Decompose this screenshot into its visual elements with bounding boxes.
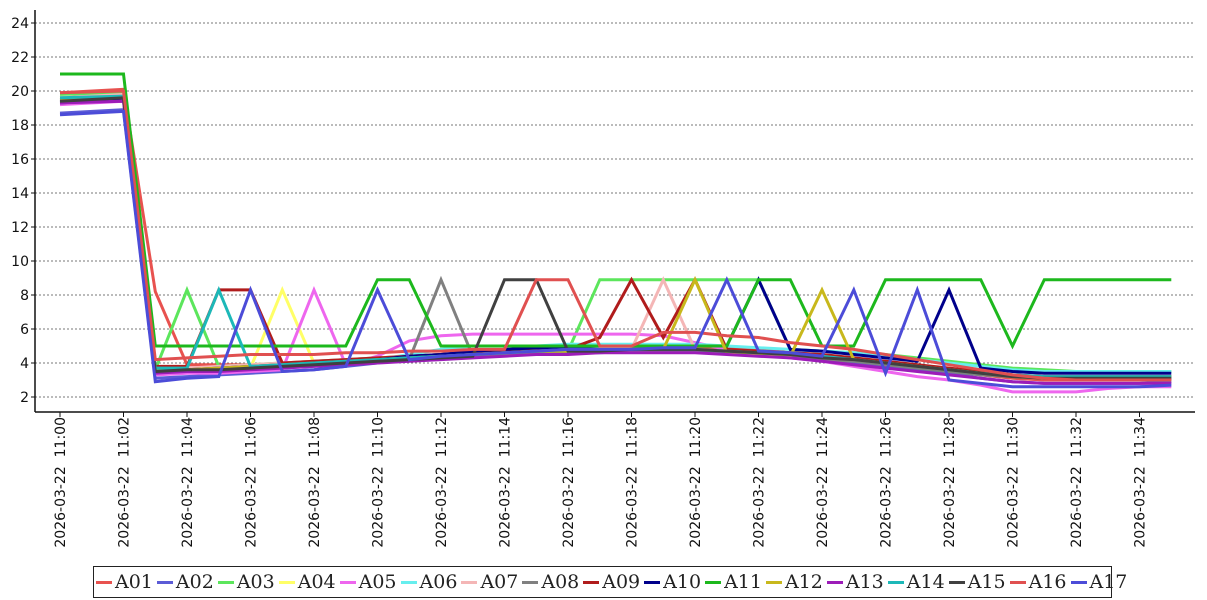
legend-item-a04: A04: [278, 570, 336, 593]
x-tick-label: 2026-03-22 11:12: [434, 417, 450, 548]
legend-label: A06: [419, 570, 458, 593]
legend: A01 A02 A03 A04 A05 A06 A07 A08 A09 A10 A11 A12 A13 A…: [93, 566, 1127, 598]
legend-label: A16: [1028, 570, 1067, 593]
legend-swatch: [461, 580, 478, 584]
legend-item-a03: A03: [217, 570, 275, 593]
x-tick-label: 2026-03-22 11:10: [371, 417, 387, 548]
legend-swatch: [96, 580, 112, 584]
legend-swatch: [826, 580, 843, 584]
gridlines: [35, 22, 1195, 398]
legend-item-a12: A12: [765, 570, 823, 593]
legend-label: A08: [541, 570, 580, 593]
y-tick-label: 10: [11, 254, 29, 270]
legend-label: A14: [906, 570, 945, 593]
legend-swatch: [583, 580, 600, 584]
legend-swatch: [278, 580, 295, 584]
series-line-a12: [59, 96, 1172, 380]
series-line-a05: [59, 99, 1172, 394]
legend-swatch: [705, 580, 722, 584]
x-tick-label: 2026-03-22 11:02: [117, 417, 133, 548]
legend-label: A11: [724, 570, 762, 593]
legend-label: A07: [480, 570, 519, 593]
legend-label: A17: [1089, 570, 1128, 593]
legend-label: A13: [845, 570, 884, 593]
series-lines: [59, 72, 1172, 394]
x-tick-label: 2026-03-22 11:28: [942, 417, 958, 548]
legend-label: A09: [602, 570, 641, 593]
legend-label: A04: [297, 570, 336, 593]
series-line-a02: [59, 108, 1172, 385]
legend-swatch: [644, 580, 661, 584]
legend-label: A15: [967, 570, 1006, 593]
x-tick-label: 2026-03-22 11:34: [1133, 417, 1149, 548]
legend-label: A01: [115, 570, 153, 593]
y-tick-label: 18: [11, 118, 29, 134]
x-tick-label: 2026-03-22 11:06: [244, 417, 260, 548]
series-line-a08: [59, 96, 1172, 380]
legend-item-a06: A06: [400, 570, 458, 593]
legend-item-a17: A17: [1070, 570, 1128, 593]
legend-label: A03: [236, 570, 275, 593]
legend-label: A12: [784, 570, 823, 593]
y-tick-label: 2: [20, 390, 29, 406]
y-tick-label: 6: [20, 322, 29, 338]
legend-item-a02: A02: [156, 570, 214, 593]
legend-label: A02: [175, 570, 214, 593]
legend-item-a07: A07: [461, 570, 519, 593]
x-tick-label: 2026-03-22 11:20: [688, 417, 704, 548]
y-tick-label: 12: [11, 220, 29, 236]
legend-swatch: [156, 580, 173, 584]
y-tick-label: 16: [11, 152, 29, 168]
series-line-a15: [59, 96, 1172, 380]
series-line-a17: [59, 109, 1172, 389]
axes: [34, 10, 1195, 413]
legend-item-a11: A11: [705, 570, 762, 593]
legend-item-a16: A16: [1009, 570, 1067, 593]
legend-swatch: [217, 580, 234, 584]
x-tick-label: 2026-03-22 11:16: [561, 417, 577, 548]
y-tick-label: 4: [20, 356, 29, 372]
x-tick-labels: 2026-03-22 11:00 2026-03-22 11:02 2026-03-…: [53, 412, 1149, 548]
legend-item-a14: A14: [887, 570, 945, 593]
legend-swatch: [1070, 580, 1087, 584]
legend-item-a15: A15: [948, 570, 1006, 593]
legend-swatch: [400, 580, 417, 584]
y-tick-label: 24: [11, 16, 29, 32]
legend-item-a13: A13: [826, 570, 884, 593]
series-line-a13: [59, 99, 1172, 385]
legend-swatch: [948, 580, 965, 584]
x-tick-label: 2026-03-22 11:32: [1069, 417, 1085, 548]
series-line-a04: [59, 94, 1172, 380]
x-tick-label: 2026-03-22 11:04: [180, 417, 196, 548]
x-tick-label: 2026-03-22 11:24: [815, 417, 831, 548]
legend-label: A10: [663, 570, 702, 593]
legend-label: A05: [358, 570, 397, 593]
legend-item-a09: A09: [583, 570, 641, 593]
series-line-a01: [59, 87, 1172, 382]
legend-swatch: [887, 580, 904, 584]
legend-swatch: [1009, 580, 1026, 584]
legend-swatch: [339, 580, 356, 584]
y-tick-label: 22: [11, 50, 29, 66]
legend-item-a05: A05: [339, 570, 397, 593]
x-tick-label: 2026-03-22 11:22: [752, 417, 768, 548]
series-line-a16: [59, 89, 1172, 382]
legend-item-a10: A10: [644, 570, 702, 593]
y-tick-label: 20: [11, 84, 29, 100]
x-tick-label: 2026-03-22 11:08: [307, 417, 323, 548]
x-tick-label: 2026-03-22 11:30: [1006, 417, 1022, 548]
legend-item-a08: A08: [522, 570, 580, 593]
y-tick-label: 14: [11, 186, 29, 202]
x-tick-label: 2026-03-22 11:14: [498, 417, 514, 548]
legend-swatch: [765, 580, 782, 584]
legend-item-a01: A01: [96, 570, 153, 593]
x-tick-label: 2026-03-22 11:26: [879, 417, 895, 548]
x-tick-label: 2026-03-22 11:18: [625, 417, 641, 548]
x-tick-label: 2026-03-22 11:00: [53, 417, 69, 548]
y-tick-label: 8: [20, 288, 29, 304]
legend-swatch: [522, 580, 539, 584]
